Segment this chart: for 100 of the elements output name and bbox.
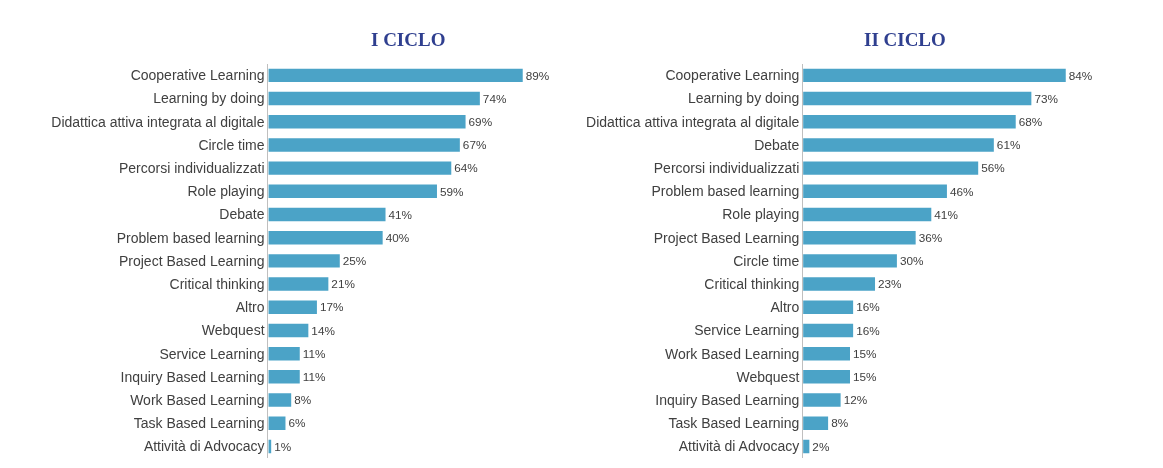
y-tick-label: Cooperative Learning [665, 67, 800, 84]
bar [268, 277, 329, 291]
bar [803, 184, 947, 199]
bar [268, 207, 386, 222]
bar [268, 138, 460, 152]
data-label: 25% [342, 254, 367, 268]
y-tick-label: Role playing [722, 206, 800, 223]
chart-title: I CICLO [371, 29, 446, 50]
bar [803, 254, 897, 268]
y-tick-label: Attività di Advocacy [143, 438, 265, 455]
bar [803, 346, 850, 361]
bar [268, 323, 309, 338]
y-tick-label: Learning by doing [153, 90, 265, 107]
bar [803, 91, 1032, 106]
y-tick-label: Task Based Learning [668, 415, 800, 432]
data-label: 84% [1068, 68, 1093, 82]
y-tick-label: Inquiry Based Learning [120, 368, 265, 385]
bar [803, 138, 994, 152]
data-label: 41% [934, 207, 959, 221]
y-tick-label: Altro [235, 299, 265, 316]
y-tick-label: Service Learning [159, 345, 265, 362]
data-label: 67% [462, 138, 487, 152]
data-label: 17% [319, 300, 345, 314]
y-tick-label: Work Based Learning [664, 345, 800, 362]
bar [268, 115, 466, 129]
bar [268, 254, 340, 268]
bar [268, 300, 317, 314]
y-tick-label: Problem based learning [116, 229, 265, 246]
y-tick-label: Debate [219, 206, 265, 223]
data-label: 11% [302, 370, 326, 384]
data-label: 89% [525, 68, 550, 82]
data-label: 1% [274, 439, 292, 453]
bar [268, 393, 292, 407]
bar [268, 161, 452, 175]
bar [803, 207, 932, 222]
y-tick-label: Percorsi individualizzati [119, 160, 265, 177]
bar [803, 230, 916, 245]
y-tick-label: Task Based Learning [133, 415, 265, 432]
y-tick-label: Service Learning [694, 322, 800, 339]
y-tick-label: Project Based Learning [118, 252, 265, 269]
data-label: 61% [996, 138, 1021, 152]
data-label: 68% [1018, 114, 1043, 128]
bar [803, 323, 854, 338]
data-label: 8% [831, 416, 849, 430]
y-tick-label: Percorsi individualizzati [653, 160, 800, 177]
y-tick-label: Webquest [201, 322, 265, 339]
y-tick-label: Role playing [187, 183, 265, 200]
bar [803, 115, 1016, 129]
y-tick-label: Problem based learning [651, 183, 800, 200]
data-label: 73% [1034, 91, 1059, 105]
data-label: 15% [853, 346, 878, 360]
data-label: 40% [385, 230, 410, 244]
data-label: 30% [899, 254, 924, 268]
data-label: 69% [468, 114, 493, 128]
bar [268, 184, 437, 199]
data-label: 15% [853, 370, 878, 384]
data-label: 11% [302, 346, 326, 360]
y-tick-label: Circle time [733, 252, 800, 269]
data-label: 16% [856, 323, 881, 337]
chart-title: II CICLO [864, 29, 946, 50]
y-tick-label: Work Based Learning [130, 391, 265, 408]
data-label: 41% [388, 207, 413, 221]
bar [268, 416, 286, 430]
bar [803, 277, 876, 291]
y-tick-label: Cooperative Learning [130, 67, 265, 84]
bar [803, 68, 1066, 83]
bar [268, 230, 383, 245]
y-tick-label: Altro [770, 299, 800, 316]
bar [803, 416, 829, 430]
data-label: 6% [288, 416, 307, 430]
data-label: 12% [843, 393, 868, 407]
data-label: 46% [949, 184, 975, 198]
data-label: 59% [439, 184, 465, 198]
bar [268, 68, 523, 83]
data-label: 64% [454, 161, 479, 175]
y-tick-label: Critical thinking [169, 275, 265, 292]
bar [803, 393, 841, 407]
y-tick-label: Didattica attiva integrata al digitale [51, 113, 265, 130]
bar [268, 91, 480, 106]
bar [268, 370, 300, 384]
data-label: 16% [856, 300, 881, 314]
y-tick-label: Project Based Learning [653, 229, 800, 246]
bar [268, 346, 300, 361]
y-tick-label: Didattica attiva integrata al digitale [586, 113, 800, 130]
bar [803, 161, 979, 175]
bar [803, 300, 854, 314]
y-tick-label: Debate [754, 136, 800, 153]
data-label: 21% [331, 277, 356, 291]
y-tick-label: Critical thinking [704, 275, 800, 292]
data-label: 56% [981, 161, 1006, 175]
data-label: 8% [294, 393, 312, 407]
bar [803, 370, 850, 384]
y-tick-label: Webquest [736, 368, 800, 385]
data-label: 23% [878, 277, 903, 291]
y-tick-label: Attività di Advocacy [678, 438, 800, 455]
data-label: 36% [918, 230, 943, 244]
y-tick-label: Inquiry Based Learning [655, 391, 800, 408]
data-label: 14% [311, 323, 336, 337]
y-tick-label: Circle time [198, 136, 265, 153]
data-label: 2% [812, 439, 830, 453]
